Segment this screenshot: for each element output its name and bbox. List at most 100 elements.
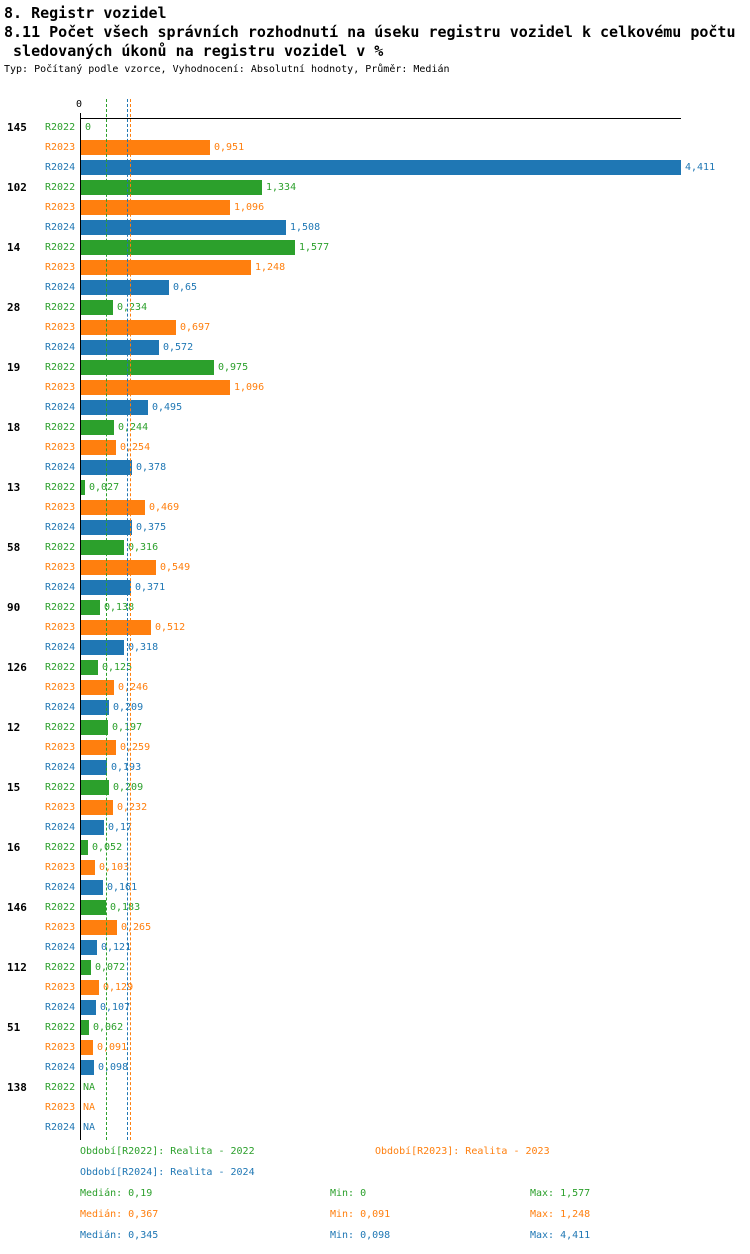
bar-row: R2024 0,161	[0, 878, 750, 898]
bar-value: 0,951	[214, 142, 245, 153]
series-label: R2022	[45, 962, 76, 973]
bar-group: 19 R2022 0,975 R2023 1,096 R2024 0,495	[0, 358, 750, 418]
bar-value: 0,65	[173, 282, 198, 293]
series-label: R2022	[45, 842, 76, 853]
bar	[81, 780, 109, 795]
bar	[81, 180, 262, 195]
bar	[81, 960, 91, 975]
y-axis-line	[80, 118, 81, 1140]
group-label: 126	[7, 661, 27, 674]
bar-row: R2022 0,209	[0, 778, 750, 798]
bar-row: R2022 0	[0, 118, 750, 138]
bar	[81, 500, 145, 515]
bar-row: R2023 0,254	[0, 438, 750, 458]
series-label: R2024	[45, 882, 76, 893]
bar-row: R2024 NA	[0, 1118, 750, 1138]
bar-row: R2024 4,411	[0, 158, 750, 178]
bar-group: 18 R2022 0,244 R2023 0,254 R2024 0,378	[0, 418, 750, 478]
bar	[81, 800, 113, 815]
series-label: R2023	[45, 262, 76, 273]
series-label: R2022	[45, 1022, 76, 1033]
series-label: R2024	[45, 342, 76, 353]
bar-group: 138 R2022 NA R2023 NA R2024 NA	[0, 1078, 750, 1138]
series-label: R2024	[45, 1002, 76, 1013]
x-axis-line	[80, 118, 681, 119]
stat-min-r2024: Min: 0,098	[330, 1230, 391, 1241]
bar-row: R2024 1,508	[0, 218, 750, 238]
series-label: R2024	[45, 642, 76, 653]
series-label: R2023	[45, 562, 76, 573]
legend: Období[R2022]: Realita - 2022 Období[R202…	[0, 1146, 750, 1251]
bar-value: 0,027	[89, 482, 120, 493]
group-label: 19	[7, 361, 21, 374]
bar-row: R2024 0,193	[0, 758, 750, 778]
bar-value: 1,508	[290, 222, 321, 233]
bar	[81, 300, 113, 315]
group-label: 15	[7, 781, 21, 794]
group-label: 102	[7, 181, 27, 194]
bar-value: 0,17	[108, 822, 133, 833]
series-label: R2023	[45, 1042, 76, 1053]
bar-row: R2023 0,512	[0, 618, 750, 638]
series-label: R2022	[45, 362, 76, 373]
bar-value: 0,265	[121, 922, 152, 933]
bar-row: R2023 0,246	[0, 678, 750, 698]
series-label: R2023	[45, 622, 76, 633]
series-label: R2024	[45, 222, 76, 233]
bar-group: 51 R2022 0,062 R2023 0,091 R2024 0,098	[0, 1018, 750, 1078]
chart-subtitle-line2: sledovaných úkonů na registru vozidel v …	[4, 42, 384, 60]
bar-group: 15 R2022 0,209 R2023 0,232 R2024 0,17	[0, 778, 750, 838]
series-label: R2024	[45, 582, 76, 593]
series-label: R2023	[45, 742, 76, 753]
bar	[81, 560, 156, 575]
series-label: R2023	[45, 922, 76, 933]
series-label: R2022	[45, 542, 76, 553]
bar-row: R2024 0,098	[0, 1058, 750, 1078]
bar-group: 12 R2022 0,197 R2023 0,259 R2024 0,193	[0, 718, 750, 778]
bar-row: R2022 0,125	[0, 658, 750, 678]
series-label: R2024	[45, 762, 76, 773]
series-label: R2023	[45, 682, 76, 693]
bar	[81, 620, 151, 635]
bar	[81, 660, 98, 675]
series-label: R2022	[45, 242, 76, 253]
bar-group: 14 R2022 1,577 R2023 1,248 R2024 0,65	[0, 238, 750, 298]
bar-row: R2022 0,027	[0, 478, 750, 498]
bar-group: 102 R2022 1,334 R2023 1,096 R2024 1,508	[0, 178, 750, 238]
bar-value: 0,975	[218, 362, 249, 373]
bar-value: 0,129	[103, 982, 134, 993]
bar-row: R2024 0,378	[0, 458, 750, 478]
bar-row: R2022 0,244	[0, 418, 750, 438]
bar	[81, 160, 681, 175]
chart-meta-line: Typ: Počítaný podle vzorce, Vyhodnocení:…	[4, 64, 450, 75]
series-label: R2024	[45, 1062, 76, 1073]
bar	[81, 920, 117, 935]
stat-median-r2023: Medián: 0,367	[80, 1209, 159, 1220]
bar-value: 0,183	[110, 902, 141, 913]
bar-row: R2024 0,209	[0, 698, 750, 718]
bar-row: R2024 0,495	[0, 398, 750, 418]
bar-value: 0,259	[120, 742, 151, 753]
bar	[81, 400, 148, 415]
series-label: R2022	[45, 422, 76, 433]
bar	[81, 820, 104, 835]
bar-value: 0,121	[101, 942, 132, 953]
bar-row: R2023 0,259	[0, 738, 750, 758]
bar-value: 0,232	[117, 802, 148, 813]
bar	[81, 200, 230, 215]
series-label: R2023	[45, 322, 76, 333]
stat-min-r2023: Min: 0,091	[330, 1209, 391, 1220]
bar	[81, 540, 124, 555]
series-label: R2023	[45, 802, 76, 813]
bar	[81, 980, 99, 995]
bar-row: R2023 1,248	[0, 258, 750, 278]
bar-value: 0,375	[136, 522, 167, 533]
bar	[81, 740, 116, 755]
bar-row: R2022 0,197	[0, 718, 750, 738]
bar-row: R2022 0,072	[0, 958, 750, 978]
series-label: R2022	[45, 1082, 76, 1093]
bar-value: 1,096	[234, 202, 265, 213]
bar-value: 0,125	[102, 662, 133, 673]
x-axis-origin-label: 0	[76, 99, 83, 110]
series-label: R2024	[45, 522, 76, 533]
